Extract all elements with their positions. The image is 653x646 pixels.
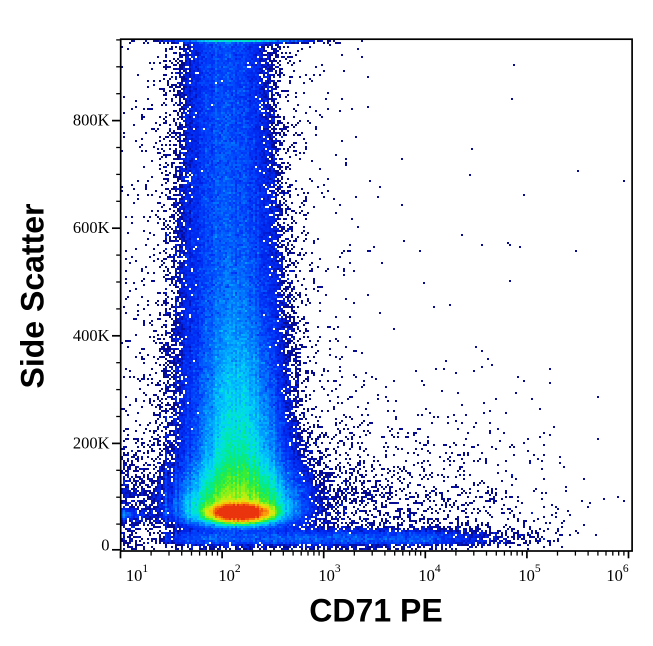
svg-text:600K: 600K: [73, 218, 110, 237]
svg-text:200K: 200K: [73, 433, 110, 452]
svg-text:800K: 800K: [73, 111, 110, 130]
svg-text:Side Scatter: Side Scatter: [15, 204, 51, 389]
svg-text:0: 0: [101, 535, 109, 554]
svg-text:400K: 400K: [73, 326, 110, 345]
svg-text:CD71 PE: CD71 PE: [309, 593, 442, 629]
